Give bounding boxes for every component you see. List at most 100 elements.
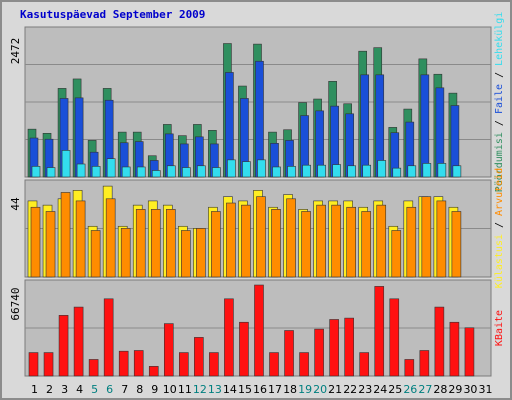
x-tick-label: 10 — [163, 383, 177, 396]
bar-lehekulgi-day-16 — [257, 159, 266, 178]
x-tick-label: 28 — [433, 383, 447, 396]
bar-kbaite-day-10 — [163, 323, 174, 377]
bar-lehekulgi-day-14 — [227, 159, 236, 178]
bar-kbaite-day-24 — [374, 286, 385, 377]
bar-kbaite-day-1 — [28, 352, 39, 377]
x-tick-label: 23 — [358, 383, 372, 396]
x-tick-label: 7 — [121, 383, 128, 396]
bar-lehekulgi-day-2 — [46, 167, 56, 178]
bar-kbaite-day-18 — [284, 330, 294, 377]
bar-lehekulgi-day-12 — [197, 165, 206, 178]
bar-lehekulgi-day-10 — [166, 165, 176, 178]
bar-kbaite-day-27 — [419, 350, 430, 377]
bar-failid-day-27 — [420, 74, 430, 178]
legend-arvuteid: Arvuteid — [494, 168, 505, 216]
bar-arvuteid-day-16 — [256, 196, 266, 278]
bar-arvuteid-day-28 — [436, 200, 447, 278]
x-tick-label: 29 — [448, 383, 462, 396]
bar-kbaite-day-22 — [344, 317, 354, 377]
bar-arvuteid-day-8 — [135, 209, 146, 278]
bar-kbaite-day-25 — [389, 298, 400, 377]
bar-arvuteid-day-15 — [241, 204, 251, 278]
x-tick-label: 5 — [91, 383, 98, 396]
bar-arvuteid-day-13 — [211, 211, 221, 278]
bar-lehekulgi-day-24 — [377, 160, 387, 178]
bar-lehekulgi-day-19 — [302, 164, 311, 178]
x-tick-label: 17 — [268, 383, 282, 396]
bar-kbaite-day-16 — [254, 284, 264, 377]
bar-arvuteid-day-3 — [60, 192, 71, 278]
bar-failid-day-23 — [360, 74, 370, 178]
legend-kbaite: KBaite — [494, 310, 505, 346]
bar-kbaite-day-9 — [148, 366, 159, 377]
bar-lehekulgi-day-3 — [61, 150, 71, 178]
x-axis: 1 2 3 4 5 6 7 8 9 10 11 12 13 14 15 16 17 18 19 20 21 22 23 24 2… — [31, 383, 492, 396]
bar-lehekulgi-day-8 — [136, 166, 146, 178]
bar-kbaite-day-21 — [329, 319, 339, 377]
x-tick-label: 16 — [253, 383, 267, 396]
bar-arvuteid-day-25 — [391, 230, 402, 278]
legend-kulastusi: Külastusi — [494, 234, 505, 288]
x-tick-label: 11 — [178, 383, 192, 396]
top-legend-text: Pöördumisi / Faile / Lehekülgi — [494, 12, 505, 193]
bar-arvuteid-day-21 — [331, 204, 341, 278]
bar-lehekulgi-day-15 — [242, 161, 251, 178]
bar-kbaite-day-26 — [404, 359, 415, 377]
bar-lehekulgi-day-22 — [347, 165, 356, 178]
x-tick-label: 18 — [283, 383, 297, 396]
x-tick-label: 22 — [343, 383, 357, 396]
bar-arvuteid-day-10 — [165, 209, 176, 278]
x-tick-label: 21 — [328, 383, 342, 396]
bar-arvuteid-day-6 — [105, 198, 116, 278]
bar-lehekulgi-day-6 — [106, 158, 116, 178]
x-tick-label: 8 — [136, 383, 143, 396]
bar-kbaite-day-19 — [299, 352, 309, 377]
bar-arvuteid-day-24 — [376, 204, 387, 278]
bottom-scale-label: 66740 — [9, 287, 22, 320]
chart-title: Kasutuspäevad September 2009 — [20, 8, 206, 21]
bar-arvuteid-day-11 — [181, 230, 191, 278]
bar-arvuteid-day-2 — [45, 211, 56, 278]
bar-arvuteid-day-19 — [301, 211, 311, 278]
middle-legend-text: Külastusi / Arvuteid — [494, 168, 505, 288]
bar-kbaite-day-3 — [58, 315, 69, 377]
x-tick-label: 25 — [388, 383, 402, 396]
bottom-panel: 66740 — [9, 279, 492, 377]
bar-lehekulgi-day-17 — [272, 166, 281, 178]
x-tick-label: 30 — [463, 383, 477, 396]
bar-arvuteid-day-4 — [75, 200, 86, 278]
bar-arvuteid-day-14 — [226, 202, 236, 278]
x-tick-label: 1 — [31, 383, 38, 396]
bar-lehekulgi-day-1 — [31, 166, 41, 178]
bar-kbaite-day-12 — [194, 337, 204, 377]
x-tick-label: 20 — [313, 383, 327, 396]
bar-arvuteid-day-22 — [346, 206, 356, 278]
bar-arvuteid-day-29 — [451, 211, 462, 278]
bar-kbaite-day-15 — [239, 321, 249, 377]
x-tick-label: 3 — [61, 383, 68, 396]
bar-kbaite-day-29 — [449, 321, 460, 377]
legend-lehekulgi: Lehekülgi — [494, 12, 505, 66]
bar-lehekulgi-day-9 — [151, 170, 161, 178]
bar-kbaite-day-11 — [179, 352, 189, 377]
bar-kbaite-day-5 — [88, 359, 99, 377]
bottom-legend-text: KBaite — [494, 310, 505, 346]
top-panel: 2472 — [9, 26, 492, 178]
bar-lehekulgi-day-29 — [452, 165, 462, 178]
bar-lehekulgi-day-18 — [287, 166, 296, 178]
bar-lehekulgi-day-11 — [182, 167, 191, 178]
bar-kbaite-day-17 — [269, 352, 279, 377]
middle-panel: 44 — [9, 179, 492, 278]
bar-arvuteid-day-7 — [120, 228, 131, 278]
x-tick-label: 14 — [223, 383, 237, 396]
bar-arvuteid-day-9 — [150, 209, 161, 278]
bar-arvuteid-day-1 — [30, 206, 41, 278]
bar-arvuteid-day-23 — [361, 211, 372, 278]
x-tick-label: 12 — [193, 383, 207, 396]
x-tick-label: 4 — [76, 383, 83, 396]
x-tick-label: 9 — [151, 383, 158, 396]
bar-lehekulgi-day-5 — [91, 166, 101, 178]
legend-separator: / — [494, 216, 505, 234]
legend-separator: / — [494, 114, 505, 132]
